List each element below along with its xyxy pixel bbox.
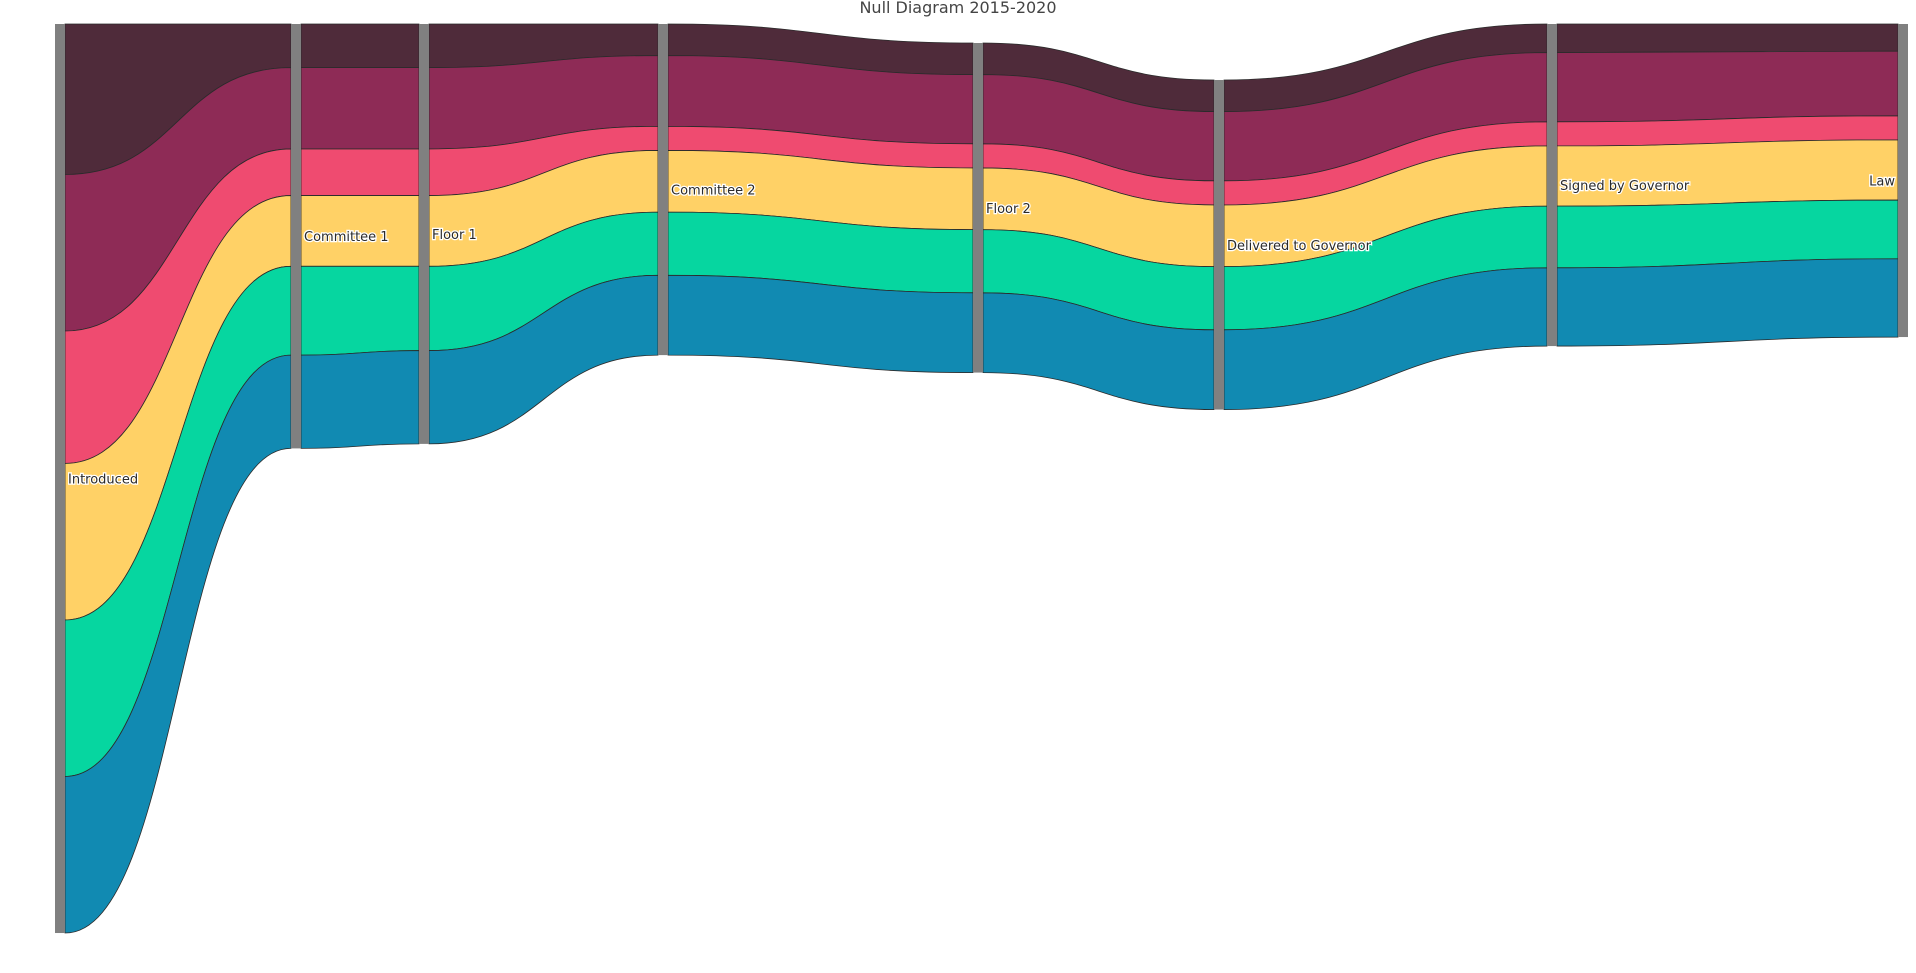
stage-nodes <box>55 24 1908 934</box>
stage-node[interactable] <box>291 24 301 449</box>
flow-band <box>300 67 420 150</box>
stage-node[interactable] <box>1214 80 1224 410</box>
chart-title: Null Diagram 2015-2020 <box>859 0 1056 17</box>
stage-label: Committee 1 <box>304 230 389 245</box>
flow-band <box>1556 258 1899 347</box>
flow-band <box>1556 139 1899 207</box>
flow-band <box>300 350 420 449</box>
flow-band <box>300 23 420 69</box>
flow-band <box>1556 199 1899 269</box>
flow-band <box>300 265 420 356</box>
stage-label: Law <box>1869 175 1895 190</box>
stage-node[interactable] <box>1898 24 1908 338</box>
stage-node[interactable] <box>658 24 668 356</box>
flow-band <box>300 148 420 196</box>
stage-label: Floor 1 <box>432 228 477 243</box>
stage-node[interactable] <box>973 43 983 373</box>
stage-labels: Introduced Committee 1 Floor 1 Committee 2 F… <box>67 173 1897 488</box>
stage-node[interactable] <box>419 24 429 444</box>
flow-band <box>1556 50 1899 123</box>
stage-node[interactable] <box>1547 24 1557 347</box>
stage-label: Introduced <box>68 473 138 488</box>
stage-node[interactable] <box>55 24 65 934</box>
stage-label: Committee 2 <box>671 184 756 199</box>
flow-band <box>64 354 292 934</box>
flow-band <box>1556 23 1899 53</box>
flow-bands <box>64 23 1899 934</box>
stage-label: Delivered to Governor <box>1227 239 1372 254</box>
stage-label: Signed by Governor <box>1560 179 1690 194</box>
stage-label: Floor 2 <box>986 202 1031 217</box>
